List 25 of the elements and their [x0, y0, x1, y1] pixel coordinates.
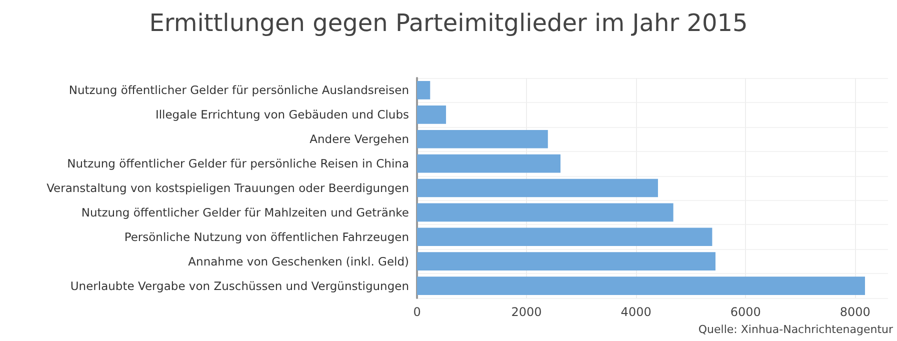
y-tick-label: Nutzung öffentlicher Gelder für persönliche Reisen in China	[67, 156, 409, 171]
bar	[417, 81, 430, 100]
bar	[417, 203, 674, 222]
x-tick-label: 4000	[620, 305, 652, 319]
bar	[417, 178, 658, 198]
y-tick-label: Nutzung öffentlicher Gelder für persönliche Auslandsreisen	[68, 83, 409, 98]
y-tick-label: Illegale Errichtung von Gebäuden und Clubs	[155, 108, 410, 122]
bar	[417, 276, 865, 295]
bar	[417, 106, 446, 124]
source-note: Quelle: Xinhua-Nachrichtenagentur	[698, 323, 894, 336]
y-tick-label: Veranstaltung von kostspieligen Trauungen oder Beerdigungen	[46, 181, 409, 195]
bar	[417, 252, 716, 270]
y-tick-label: Annahme von Geschenken (inkl. Geld)	[188, 254, 409, 268]
y-tick-label: Andere Vergehen	[310, 132, 409, 146]
x-tick-label: 6000	[730, 305, 761, 319]
chart-title: Ermittlungen gegen Parteimitglieder im Jahr 2015	[149, 9, 748, 37]
bar	[417, 154, 560, 173]
y-tick-label: Nutzung öffentlicher Gelder für Mahlzeiten und Getränke	[81, 205, 409, 220]
bar	[417, 228, 712, 246]
x-tick-label: 0	[413, 305, 421, 319]
x-tick-label: 8000	[840, 305, 870, 319]
y-tick-label: Persönliche Nutzung von öffentlichen Fahrzeugen	[124, 230, 409, 244]
x-tick-label: 2000	[511, 305, 542, 319]
y-tick-label: Unerlaubte Vergabe von Zuschüssen und Vergünstigungen	[70, 278, 409, 293]
bar	[417, 130, 548, 148]
